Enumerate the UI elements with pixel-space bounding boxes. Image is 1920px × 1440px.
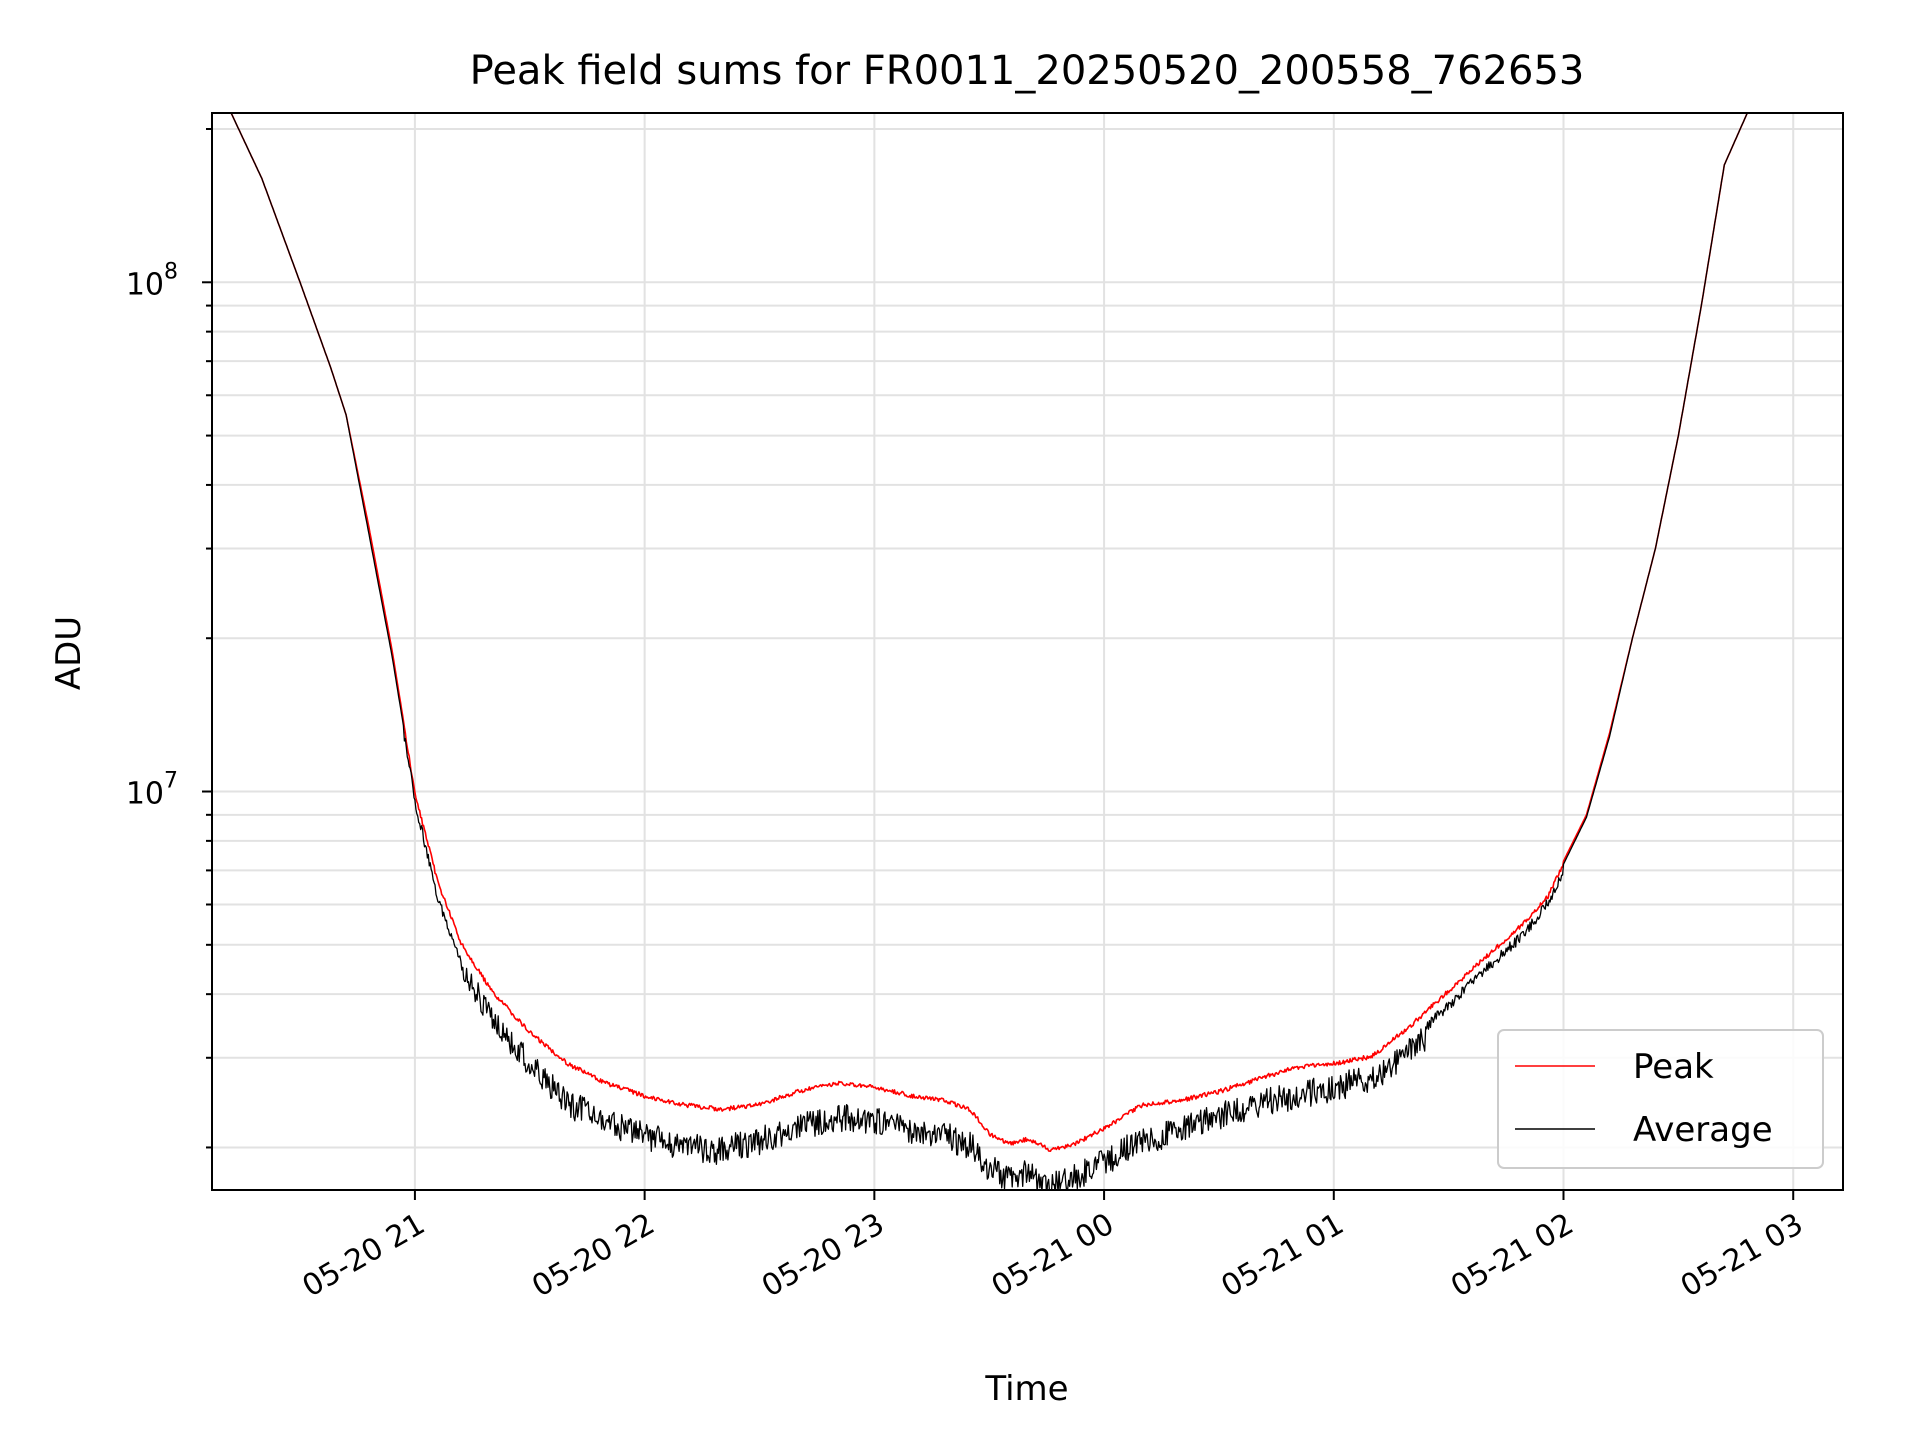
series-line-average xyxy=(230,113,1748,1190)
legend-label-peak: Peak xyxy=(1633,1047,1714,1087)
chart-title: Peak field sums for FR0011_20250520_2005… xyxy=(470,48,1585,94)
series-line-peak xyxy=(230,113,1749,1152)
data-series xyxy=(230,113,1749,1190)
y-axis-ticks: 107 108 xyxy=(126,127,212,1149)
plot-background xyxy=(212,113,1843,1190)
x-axis-label: Time xyxy=(984,1369,1068,1409)
legend-box xyxy=(1497,1029,1824,1169)
y-tick-label: 108 xyxy=(126,259,178,302)
legend-label-average: Average xyxy=(1633,1110,1773,1150)
legend: Peak Average xyxy=(1497,1029,1824,1169)
grid-lines xyxy=(212,113,1843,1190)
y-axis-label: ADU xyxy=(49,616,89,690)
plot-frame xyxy=(211,112,1844,1191)
y-tick-label: 107 xyxy=(126,769,178,812)
